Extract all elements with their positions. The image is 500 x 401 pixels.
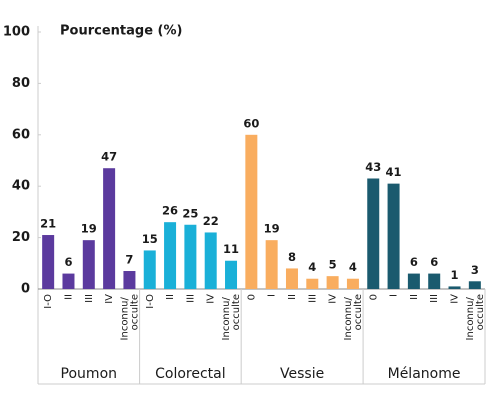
x-tick-label: 0	[368, 294, 379, 300]
x-tick-label: II	[63, 294, 74, 300]
y-tick-label: 60	[12, 127, 30, 142]
x-tick-label: I	[389, 294, 400, 297]
value-label: 6	[430, 255, 438, 269]
x-tick-label: III	[307, 294, 318, 303]
bar	[326, 276, 339, 289]
value-label: 26	[162, 204, 178, 218]
y-axis-label: Pourcentage (%)	[60, 24, 182, 39]
value-label: 1	[451, 268, 459, 282]
value-label: 4	[308, 260, 316, 274]
x-tick-label: IV	[328, 294, 339, 304]
x-tick-label: III	[429, 294, 440, 303]
value-label: 3	[471, 263, 479, 277]
bar	[346, 278, 359, 289]
value-label: 41	[386, 165, 402, 179]
bar	[103, 168, 116, 289]
value-label: 15	[142, 232, 158, 246]
y-tick-label: 80	[12, 76, 30, 91]
x-tick-label: II	[165, 294, 176, 300]
bar	[225, 260, 238, 289]
bar	[62, 273, 75, 289]
x-tick-label: III	[185, 294, 196, 303]
bar	[82, 240, 95, 289]
x-tick-label: IV	[206, 294, 217, 304]
bar	[428, 273, 441, 289]
value-label: 5	[329, 258, 337, 272]
bar	[407, 273, 420, 289]
bar	[387, 183, 400, 289]
value-label: 19	[81, 222, 97, 236]
bar	[204, 232, 217, 289]
bar	[42, 235, 55, 289]
value-label: 21	[40, 217, 56, 231]
value-label: 7	[125, 253, 133, 267]
value-label: 8	[288, 250, 296, 264]
x-tick-label: Inconnu/ occulte	[343, 294, 364, 340]
value-label: 6	[64, 255, 72, 269]
value-label: 47	[101, 150, 117, 164]
bar	[367, 178, 380, 289]
bar	[468, 281, 481, 289]
x-tick-label: II	[287, 294, 298, 300]
y-tick-label: 100	[3, 25, 30, 40]
value-label: 60	[243, 116, 259, 130]
group-label: Poumon	[61, 366, 117, 382]
bar	[306, 278, 319, 289]
value-label: 6	[410, 255, 418, 269]
bar	[245, 134, 258, 289]
bar	[164, 222, 177, 289]
y-tick-label: 40	[12, 179, 30, 194]
bar	[448, 286, 461, 289]
bar	[184, 224, 197, 289]
value-label: 4	[349, 260, 357, 274]
value-label: 22	[203, 214, 219, 228]
group-label: Colorectal	[155, 366, 226, 382]
x-tick-label: I	[267, 294, 278, 297]
value-label: 25	[182, 206, 198, 220]
x-tick-label: 0	[246, 294, 257, 300]
bar	[265, 240, 278, 289]
y-tick-label: 0	[21, 282, 30, 297]
x-tick-label: IV	[104, 294, 115, 304]
x-tick-label: III	[84, 294, 95, 303]
x-tick-label: I-O	[43, 294, 54, 309]
value-label: 11	[223, 242, 239, 256]
x-tick-label: Inconnu/ occulte	[221, 294, 242, 340]
bar	[123, 271, 136, 289]
x-tick-label: IV	[450, 294, 461, 304]
bar	[285, 268, 298, 289]
value-label: 19	[264, 222, 280, 236]
x-tick-label: II	[409, 294, 420, 300]
bar	[143, 250, 156, 289]
x-tick-label: Inconnu/ occulte	[119, 294, 140, 340]
group-label: Mélanome	[388, 366, 461, 382]
y-tick-label: 20	[12, 230, 30, 245]
value-label: 43	[365, 160, 381, 174]
x-tick-label: I-O	[145, 294, 156, 309]
group-label: Vessie	[280, 366, 324, 382]
x-tick-label: Inconnu/ occulte	[465, 294, 486, 340]
